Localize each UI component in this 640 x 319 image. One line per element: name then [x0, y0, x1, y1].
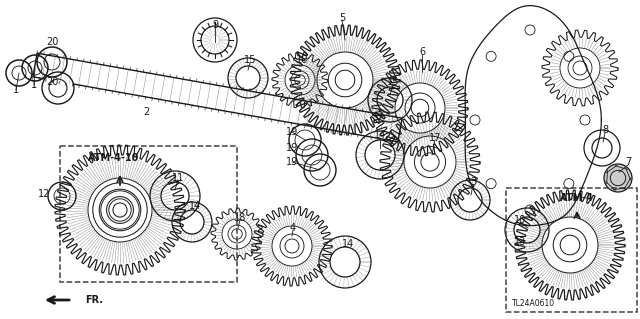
Text: 16: 16	[296, 55, 308, 65]
Text: 8: 8	[602, 125, 608, 135]
Text: 11: 11	[172, 173, 184, 183]
Text: ATM-4: ATM-4	[560, 193, 594, 203]
Text: 13: 13	[514, 237, 526, 247]
Text: 3: 3	[470, 177, 476, 187]
Text: 19: 19	[286, 143, 298, 153]
Text: 2: 2	[143, 107, 149, 117]
Text: 12: 12	[38, 189, 50, 199]
Text: 18: 18	[234, 213, 246, 223]
Text: 19: 19	[286, 157, 298, 167]
Circle shape	[604, 164, 632, 192]
Text: 1: 1	[13, 85, 19, 95]
Text: 4: 4	[290, 223, 296, 233]
Text: 1: 1	[31, 80, 37, 90]
Text: 20: 20	[46, 77, 58, 87]
Polygon shape	[33, 53, 402, 142]
Text: 5: 5	[339, 13, 345, 23]
Text: 6: 6	[419, 47, 425, 57]
Text: TL24A0610: TL24A0610	[512, 299, 555, 308]
Text: 20: 20	[46, 37, 58, 47]
Text: ATM-4-10: ATM-4-10	[88, 153, 140, 163]
Circle shape	[193, 18, 237, 62]
Text: 19: 19	[286, 127, 298, 137]
Circle shape	[42, 72, 74, 104]
Text: 10: 10	[514, 215, 526, 225]
Text: 9: 9	[212, 20, 218, 30]
Text: 7: 7	[625, 157, 631, 167]
Text: 14: 14	[374, 130, 386, 140]
Text: 14: 14	[189, 201, 201, 211]
Text: 17: 17	[429, 133, 441, 143]
Text: 15: 15	[387, 77, 399, 87]
Text: 15: 15	[244, 55, 256, 65]
Text: FR.: FR.	[85, 295, 103, 305]
Text: 14: 14	[342, 239, 354, 249]
